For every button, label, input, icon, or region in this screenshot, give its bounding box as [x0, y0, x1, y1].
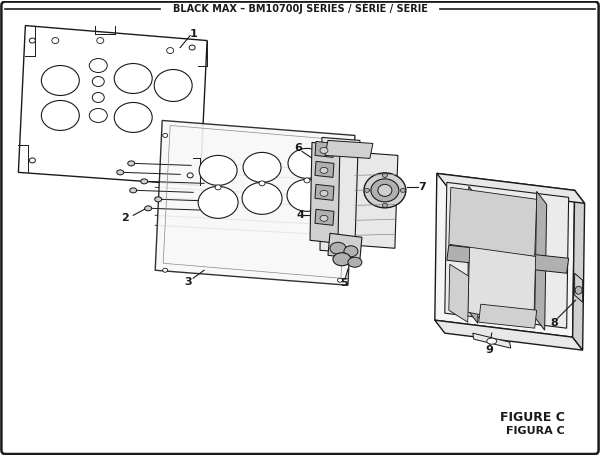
- Ellipse shape: [348, 257, 362, 267]
- Ellipse shape: [145, 206, 152, 211]
- Text: BLACK MAX – BM10700J SERIES / SÉRIE / SERIE: BLACK MAX – BM10700J SERIES / SÉRIE / SE…: [173, 2, 427, 14]
- Ellipse shape: [41, 66, 79, 96]
- Ellipse shape: [167, 47, 173, 54]
- Polygon shape: [155, 121, 355, 285]
- Ellipse shape: [128, 161, 135, 166]
- Ellipse shape: [163, 268, 167, 272]
- Ellipse shape: [29, 158, 35, 163]
- Polygon shape: [328, 233, 362, 259]
- Ellipse shape: [29, 38, 35, 43]
- Ellipse shape: [97, 38, 104, 44]
- Polygon shape: [449, 264, 469, 322]
- Polygon shape: [315, 209, 334, 225]
- Text: 6: 6: [294, 143, 302, 153]
- Text: 9: 9: [486, 345, 494, 355]
- Polygon shape: [435, 173, 575, 337]
- Ellipse shape: [320, 147, 328, 153]
- Polygon shape: [468, 243, 536, 325]
- Polygon shape: [447, 245, 569, 273]
- Text: 3: 3: [184, 277, 192, 287]
- Ellipse shape: [487, 338, 497, 344]
- Polygon shape: [445, 182, 569, 328]
- Ellipse shape: [371, 179, 399, 202]
- Polygon shape: [473, 333, 511, 348]
- Polygon shape: [479, 304, 536, 328]
- Ellipse shape: [330, 242, 346, 254]
- Ellipse shape: [344, 246, 358, 257]
- Polygon shape: [468, 187, 479, 323]
- Polygon shape: [435, 320, 583, 350]
- Polygon shape: [320, 137, 360, 253]
- Ellipse shape: [320, 167, 328, 173]
- Ellipse shape: [337, 141, 343, 144]
- Ellipse shape: [575, 286, 582, 294]
- Ellipse shape: [92, 92, 104, 102]
- Ellipse shape: [189, 45, 195, 50]
- Ellipse shape: [333, 253, 351, 266]
- Ellipse shape: [382, 173, 388, 177]
- Polygon shape: [310, 142, 340, 243]
- Text: 7: 7: [418, 182, 426, 192]
- Polygon shape: [572, 190, 584, 350]
- Ellipse shape: [163, 133, 167, 137]
- Ellipse shape: [89, 108, 107, 122]
- Ellipse shape: [215, 185, 221, 190]
- Text: 1: 1: [189, 29, 197, 39]
- Polygon shape: [315, 142, 334, 157]
- Ellipse shape: [114, 64, 152, 93]
- Polygon shape: [355, 152, 398, 248]
- Ellipse shape: [242, 182, 282, 214]
- Ellipse shape: [114, 102, 152, 132]
- Text: FIGURA C: FIGURA C: [506, 426, 565, 436]
- Polygon shape: [575, 273, 583, 302]
- Ellipse shape: [337, 278, 343, 282]
- Ellipse shape: [364, 173, 406, 208]
- Ellipse shape: [259, 181, 265, 186]
- Ellipse shape: [243, 152, 281, 182]
- Text: 8: 8: [551, 318, 559, 328]
- Ellipse shape: [155, 197, 161, 202]
- Ellipse shape: [382, 203, 388, 207]
- Text: FIGURE C: FIGURE C: [500, 410, 565, 424]
- Text: 2: 2: [121, 213, 129, 223]
- Polygon shape: [19, 25, 207, 185]
- Ellipse shape: [400, 188, 406, 192]
- Ellipse shape: [199, 156, 237, 185]
- Ellipse shape: [198, 187, 238, 218]
- Ellipse shape: [154, 70, 192, 101]
- Ellipse shape: [364, 188, 370, 192]
- Ellipse shape: [287, 179, 327, 211]
- Polygon shape: [449, 187, 536, 256]
- Polygon shape: [535, 192, 547, 330]
- Polygon shape: [437, 173, 584, 203]
- Ellipse shape: [320, 215, 328, 221]
- Ellipse shape: [187, 173, 193, 178]
- Polygon shape: [325, 141, 373, 158]
- Ellipse shape: [288, 148, 326, 178]
- Text: 5: 5: [340, 278, 348, 288]
- Ellipse shape: [41, 101, 79, 131]
- Ellipse shape: [117, 170, 124, 175]
- Ellipse shape: [52, 38, 59, 44]
- Ellipse shape: [92, 76, 104, 86]
- Ellipse shape: [304, 178, 310, 183]
- Ellipse shape: [89, 59, 107, 72]
- Ellipse shape: [141, 179, 148, 184]
- Polygon shape: [315, 184, 334, 200]
- Ellipse shape: [130, 188, 137, 193]
- Ellipse shape: [320, 190, 328, 197]
- Ellipse shape: [378, 184, 392, 197]
- Text: 4: 4: [296, 210, 304, 220]
- Polygon shape: [315, 162, 334, 177]
